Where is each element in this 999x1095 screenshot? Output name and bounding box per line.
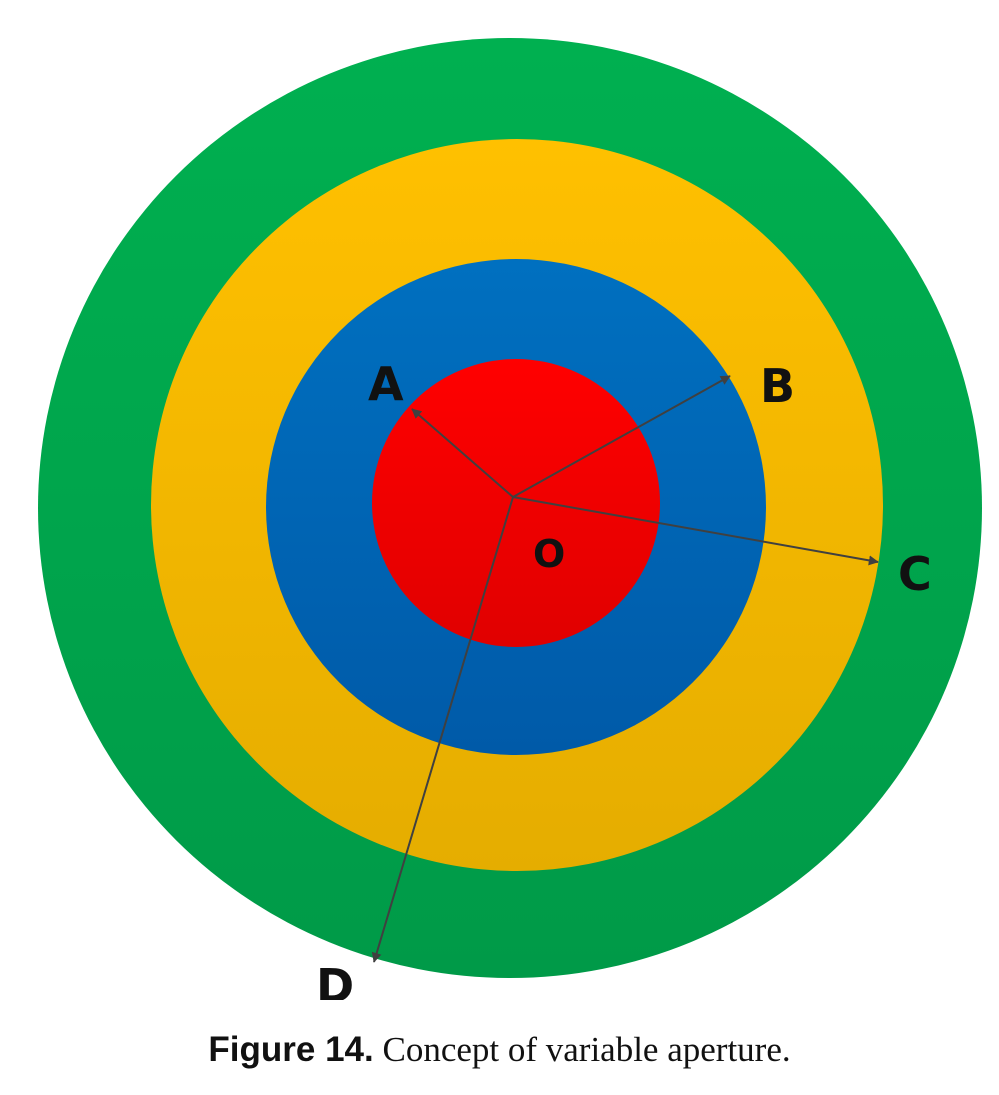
radius-arrow-a	[411, 408, 514, 498]
point-label-c: C	[898, 547, 932, 601]
radius-arrow-b	[512, 375, 731, 498]
radius-arrow-c	[512, 496, 879, 566]
caption-text: Concept of variable aperture.	[373, 1030, 791, 1069]
point-label-a: A	[368, 357, 404, 411]
figure-number: Figure 14.	[208, 1030, 374, 1069]
radius-arrow-d	[371, 496, 514, 963]
aperture-diagram: A B C D O	[38, 38, 982, 1000]
inner-disc	[372, 359, 660, 647]
figure-caption: Figure 14. Concept of variable aperture.	[0, 1030, 999, 1070]
point-label-b: B	[760, 359, 795, 413]
center-label-o: O	[533, 532, 565, 576]
point-label-d: D	[316, 959, 354, 1000]
